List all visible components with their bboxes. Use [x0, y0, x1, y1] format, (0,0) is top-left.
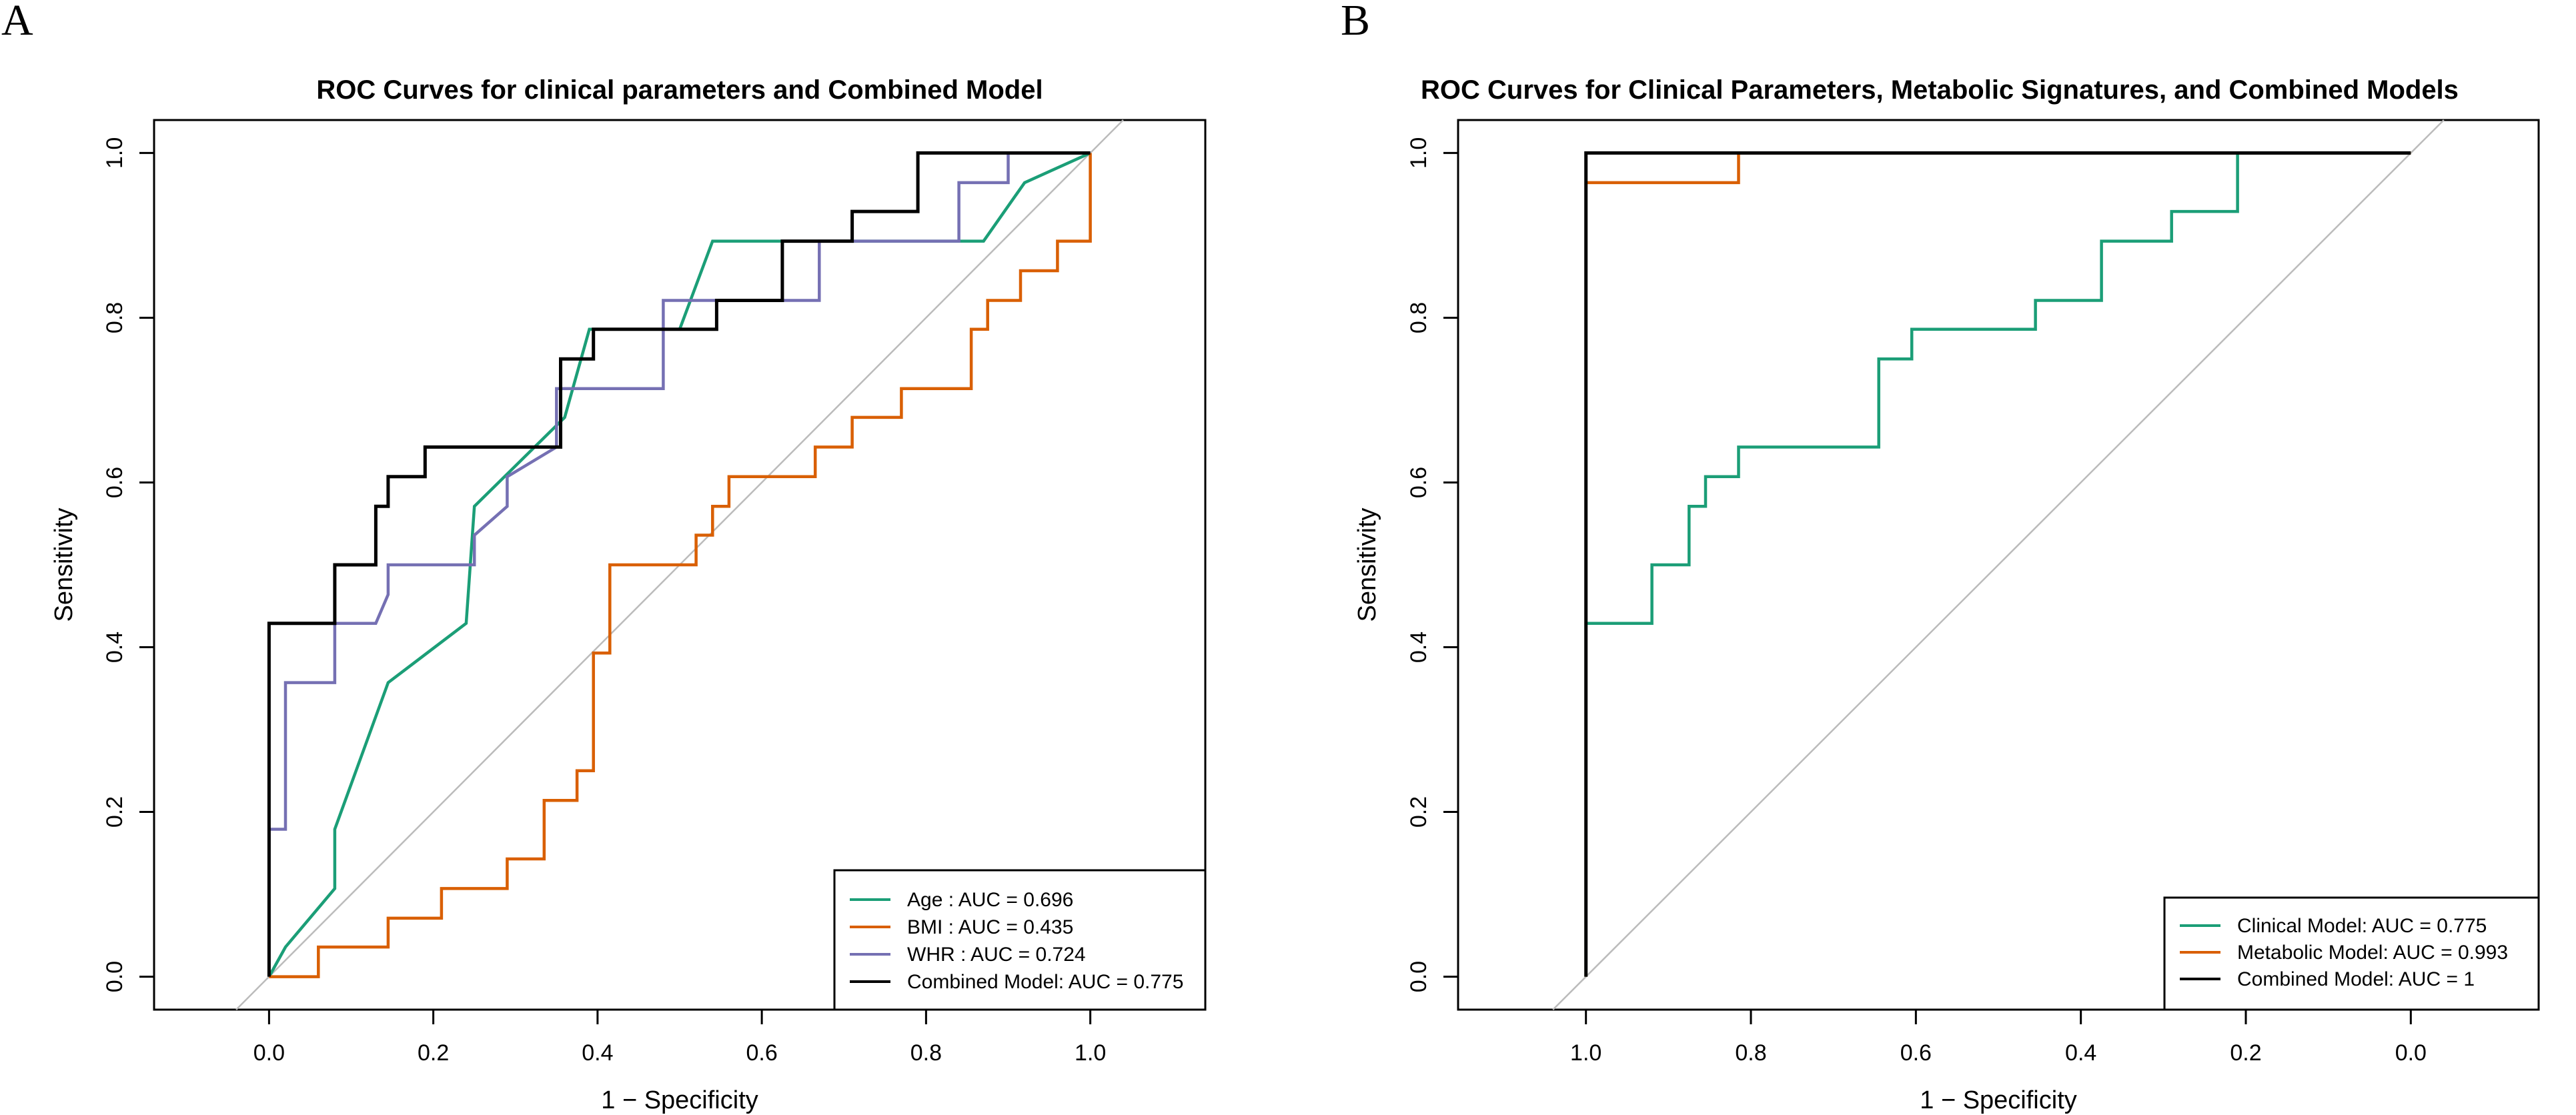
y-tick-label-b: 0.4 — [1406, 632, 1431, 663]
chart-title-b: ROC Curves for Clinical Parameters, Meta… — [1421, 75, 2459, 105]
y-tick-label-a: 0.0 — [102, 961, 127, 992]
legend-label-combined-b: Combined Model: AUC = 1 — [2237, 968, 2475, 990]
legend-label-metabolic: Metabolic Model: AUC = 0.993 — [2237, 942, 2508, 964]
panel-letter-a: A — [1, 0, 33, 45]
y-tick-label-b: 0.0 — [1406, 961, 1431, 992]
panel-b: B ROC Curves for Clinical Parameters, Me… — [1341, 0, 2540, 1114]
y-tick-label-a: 1.0 — [102, 137, 127, 169]
x-tick-label-b: 0.8 — [1735, 1040, 1766, 1066]
chart-title-a: ROC Curves for clinical parameters and C… — [316, 75, 1043, 105]
reference-diagonal-b — [1552, 119, 2445, 1010]
legend-box-a — [833, 869, 1207, 1011]
x-tick-label-b: 0.6 — [1900, 1040, 1932, 1066]
x-tick-label-a: 0.8 — [910, 1040, 942, 1066]
legend-label-bmi: BMI : AUC = 0.435 — [907, 916, 1073, 938]
series-group-b — [1584, 151, 2411, 977]
series-group-a — [267, 151, 1092, 978]
x-tick-label-a: 0.6 — [746, 1040, 777, 1066]
x-tick-label-b: 0.0 — [2395, 1040, 2427, 1066]
x-tick-label-b: 0.4 — [2065, 1040, 2096, 1066]
y-tick-label-b: 0.2 — [1406, 796, 1431, 828]
y-axis-b: 0.0 0.2 0.4 0.6 0.8 1.0 — [1406, 137, 1458, 992]
y-tick-label-a: 0.2 — [102, 796, 127, 828]
roc-line-a-1 — [269, 153, 1092, 978]
legend-label-whr: WHR : AUC = 0.724 — [907, 944, 1086, 966]
x-tick-label-a: 1.0 — [1075, 1040, 1106, 1066]
roc-line-b-2 — [1584, 151, 2411, 977]
panel-a: A ROC Curves for clinical parameters and… — [1, 0, 1207, 1114]
legend-box-b — [2163, 896, 2540, 1011]
x-tick-label-a: 0.0 — [253, 1040, 285, 1066]
panel-letter-b: B — [1341, 0, 1370, 45]
roc-line-a-2 — [267, 151, 1091, 977]
roc-line-b-0 — [1584, 151, 2411, 977]
y-tick-label-a: 0.4 — [102, 632, 127, 663]
x-axis-a: 0.0 0.2 0.4 0.6 0.8 1.0 — [253, 1010, 1106, 1066]
y-tick-label-b: 0.6 — [1406, 467, 1431, 498]
y-tick-label-a: 0.8 — [102, 302, 127, 333]
roc-line-a-3 — [267, 151, 1091, 977]
legend-label-combined-a: Combined Model: AUC = 0.775 — [907, 971, 1183, 993]
y-tick-label-b: 1.0 — [1406, 137, 1431, 169]
plot-frame-b — [1457, 119, 2540, 1011]
x-tick-label-a: 0.2 — [418, 1040, 449, 1066]
x-axis-label-a: 1 − Specificity — [601, 1086, 758, 1114]
x-axis-b: 1.0 0.8 0.6 0.4 0.2 0.0 — [1570, 1010, 2427, 1066]
y-tick-label-b: 0.8 — [1406, 302, 1431, 333]
x-tick-label-b: 1.0 — [1570, 1040, 1601, 1066]
y-axis-label-b: Sensitivity — [1353, 507, 1381, 622]
x-tick-label-b: 0.2 — [2230, 1040, 2261, 1066]
x-tick-label-a: 0.4 — [582, 1040, 613, 1066]
x-axis-label-b: 1 − Specificity — [1920, 1086, 2077, 1114]
y-axis-label-a: Sensitivity — [50, 507, 78, 622]
legend-label-age: Age : AUC = 0.696 — [907, 889, 1073, 911]
legend-label-clinical: Clinical Model: AUC = 0.775 — [2237, 915, 2487, 937]
y-tick-label-a: 0.6 — [102, 467, 127, 498]
plot-frame-a — [153, 119, 1207, 1011]
legend-a: Age : AUC = 0.696 BMI : AUC = 0.435 WHR … — [833, 869, 1207, 1011]
y-axis-a: 0.0 0.2 0.4 0.6 0.8 1.0 — [102, 137, 154, 992]
legend-b: Clinical Model: AUC = 0.775 Metabolic Mo… — [2163, 896, 2540, 1011]
